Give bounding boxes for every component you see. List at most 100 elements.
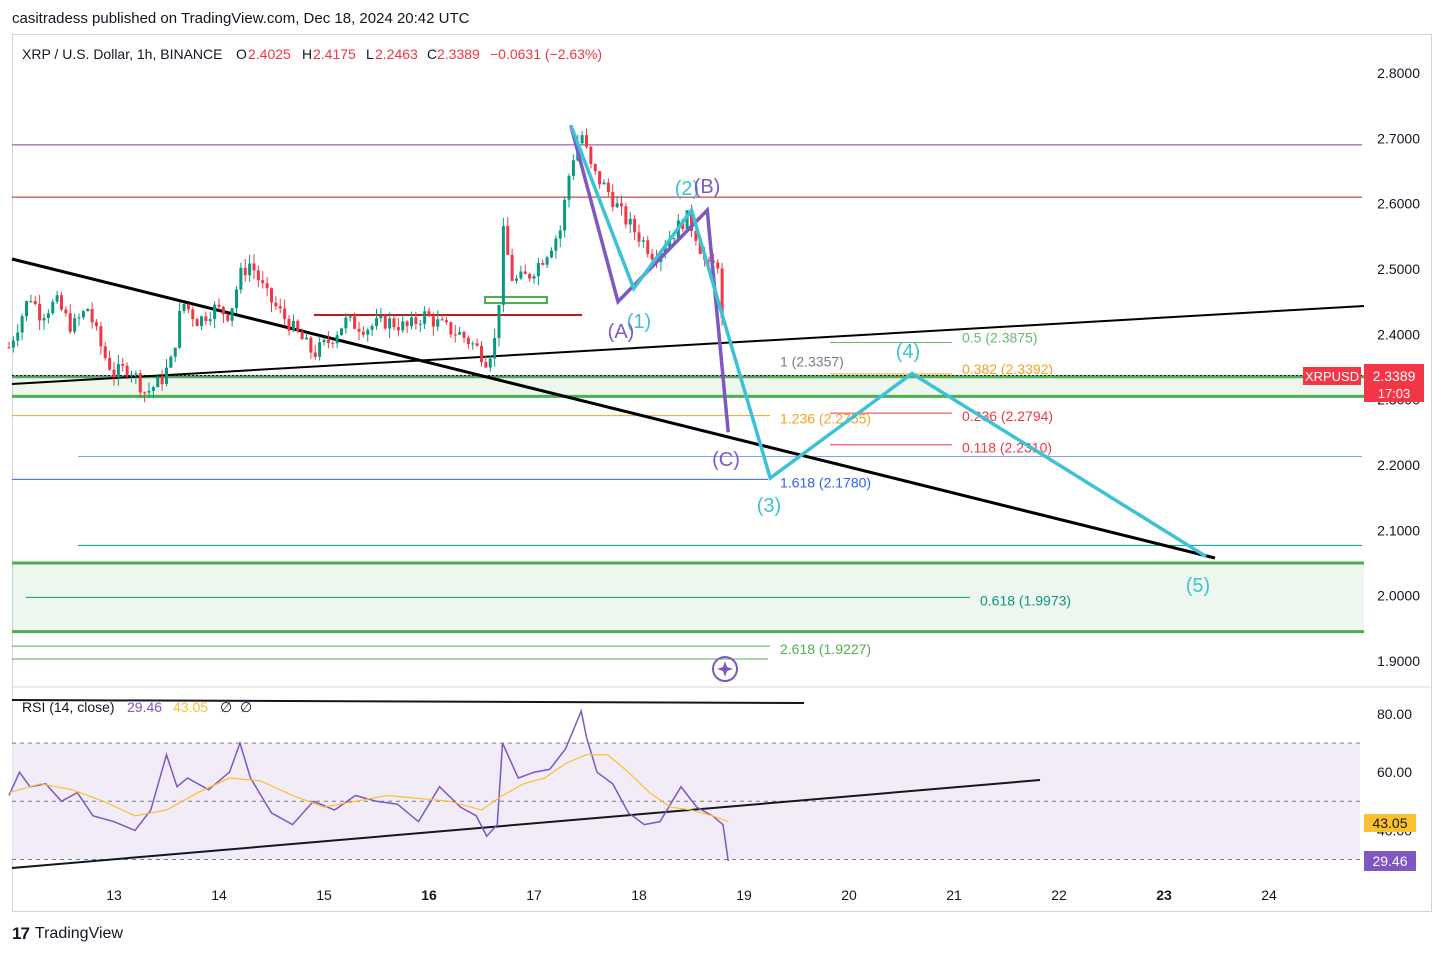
candle-body bbox=[580, 135, 584, 144]
rsi-ma-line bbox=[8, 754, 729, 823]
candle-body bbox=[475, 343, 479, 346]
candle-body bbox=[515, 278, 518, 281]
candle-body bbox=[427, 311, 431, 317]
candle-body bbox=[606, 182, 610, 193]
crosshair-target-icon[interactable] bbox=[712, 656, 738, 682]
candle-body bbox=[480, 345, 483, 363]
candle-body bbox=[169, 356, 173, 368]
candle-body bbox=[620, 203, 623, 207]
candle-body bbox=[68, 313, 72, 332]
candle-body bbox=[322, 339, 326, 343]
fib-level-label: 0.5 (2.3875) bbox=[962, 329, 1038, 345]
candle-body bbox=[204, 316, 208, 322]
rsi-resistance-trendline bbox=[11, 699, 805, 704]
candle-body bbox=[11, 340, 15, 348]
candle-body bbox=[663, 247, 667, 253]
candle-body bbox=[388, 318, 392, 329]
chart-panel[interactable] bbox=[12, 34, 1432, 912]
price-tick: 2.6000 bbox=[1377, 196, 1420, 212]
candle-body bbox=[598, 171, 602, 185]
candle-body bbox=[510, 254, 514, 281]
rsi-ma: 43.05 bbox=[173, 699, 208, 715]
rsi-tick: 60.00 bbox=[1377, 764, 1412, 780]
time-tick: 14 bbox=[211, 887, 227, 903]
candle-body bbox=[300, 331, 304, 340]
candle-body bbox=[501, 226, 505, 305]
candle-body bbox=[287, 318, 291, 331]
candle-body bbox=[440, 319, 444, 321]
candle-body bbox=[497, 304, 501, 339]
ascending-trendline bbox=[11, 305, 1365, 385]
candle-body bbox=[484, 362, 488, 368]
candle-body bbox=[256, 270, 260, 281]
candle-body bbox=[195, 319, 199, 327]
candle-body bbox=[278, 306, 282, 309]
candle-body bbox=[563, 199, 567, 231]
candle-body bbox=[536, 263, 540, 277]
candle-body bbox=[55, 295, 59, 302]
candle-body bbox=[51, 301, 55, 314]
time-axis[interactable]: 13 14 15 16 17 18 19 20 21 22 23 24 bbox=[106, 887, 1277, 903]
candle-body bbox=[445, 320, 448, 323]
candle-body bbox=[138, 373, 142, 393]
candle-body bbox=[178, 310, 182, 348]
candle-body bbox=[143, 392, 147, 394]
tradingview-logo[interactable]: 17 TradingView bbox=[12, 924, 123, 944]
candle-body bbox=[130, 374, 133, 376]
trendlines bbox=[11, 257, 1365, 560]
candle-body bbox=[165, 367, 168, 385]
candle-body bbox=[331, 342, 335, 344]
rsi-extra-1: ∅ bbox=[220, 699, 232, 715]
rsi-label: RSI (14, close) bbox=[22, 699, 115, 715]
candle-body bbox=[326, 339, 330, 343]
candle-body bbox=[401, 321, 405, 331]
support-zone bbox=[12, 376, 1364, 397]
candle-body bbox=[60, 295, 63, 310]
elliott-wave-label: (3) bbox=[757, 495, 781, 517]
candle-body bbox=[405, 321, 409, 327]
rsi-tag-value: 29.46 bbox=[1372, 853, 1407, 869]
candle-body bbox=[265, 283, 269, 289]
candle-body bbox=[550, 250, 553, 258]
candle-body bbox=[243, 267, 247, 276]
legend-low: 2.2463 bbox=[375, 46, 418, 62]
candle-body bbox=[291, 320, 295, 331]
candle-body bbox=[151, 387, 155, 391]
descending-trendline bbox=[11, 257, 1216, 560]
abc-wave-label: (C) bbox=[712, 449, 740, 471]
candle-body bbox=[571, 160, 575, 176]
fib-level-label: 0.382 (2.3392) bbox=[962, 361, 1053, 377]
price-tick: 2.2000 bbox=[1377, 457, 1420, 473]
candle-body bbox=[690, 210, 693, 231]
time-tick: 15 bbox=[316, 887, 332, 903]
candle-body bbox=[29, 301, 33, 303]
rsi-line bbox=[8, 708, 729, 862]
candle-body bbox=[628, 218, 632, 225]
candles bbox=[7, 128, 724, 403]
symbol-tag bbox=[1303, 367, 1361, 385]
price-tick: 2.7000 bbox=[1377, 130, 1420, 146]
time-tick: 16 bbox=[421, 887, 437, 903]
candle-body bbox=[423, 311, 427, 324]
candle-body bbox=[593, 164, 597, 172]
candle-body bbox=[99, 326, 103, 347]
candle-body bbox=[453, 334, 457, 336]
time-tick: 19 bbox=[736, 887, 752, 903]
candle-body bbox=[77, 317, 81, 319]
candle-body bbox=[637, 232, 641, 242]
candle-body bbox=[108, 357, 112, 370]
candle-body bbox=[239, 267, 243, 290]
candle-body bbox=[532, 276, 536, 279]
time-tick: 21 bbox=[946, 887, 962, 903]
candle-body bbox=[493, 338, 497, 359]
candle-body bbox=[81, 311, 85, 318]
fib-level-label: 0.618 (1.9973) bbox=[980, 592, 1071, 608]
rsi-extra-2: ∅ bbox=[240, 699, 252, 715]
tradingview-brand: TradingView bbox=[34, 925, 123, 942]
candle-body bbox=[707, 259, 711, 261]
price-axis[interactable]: 2.80002.70002.60002.50002.40002.30002.20… bbox=[1377, 65, 1420, 669]
candle-body bbox=[217, 304, 221, 307]
candle-body bbox=[318, 342, 322, 357]
candle-body bbox=[25, 301, 28, 317]
